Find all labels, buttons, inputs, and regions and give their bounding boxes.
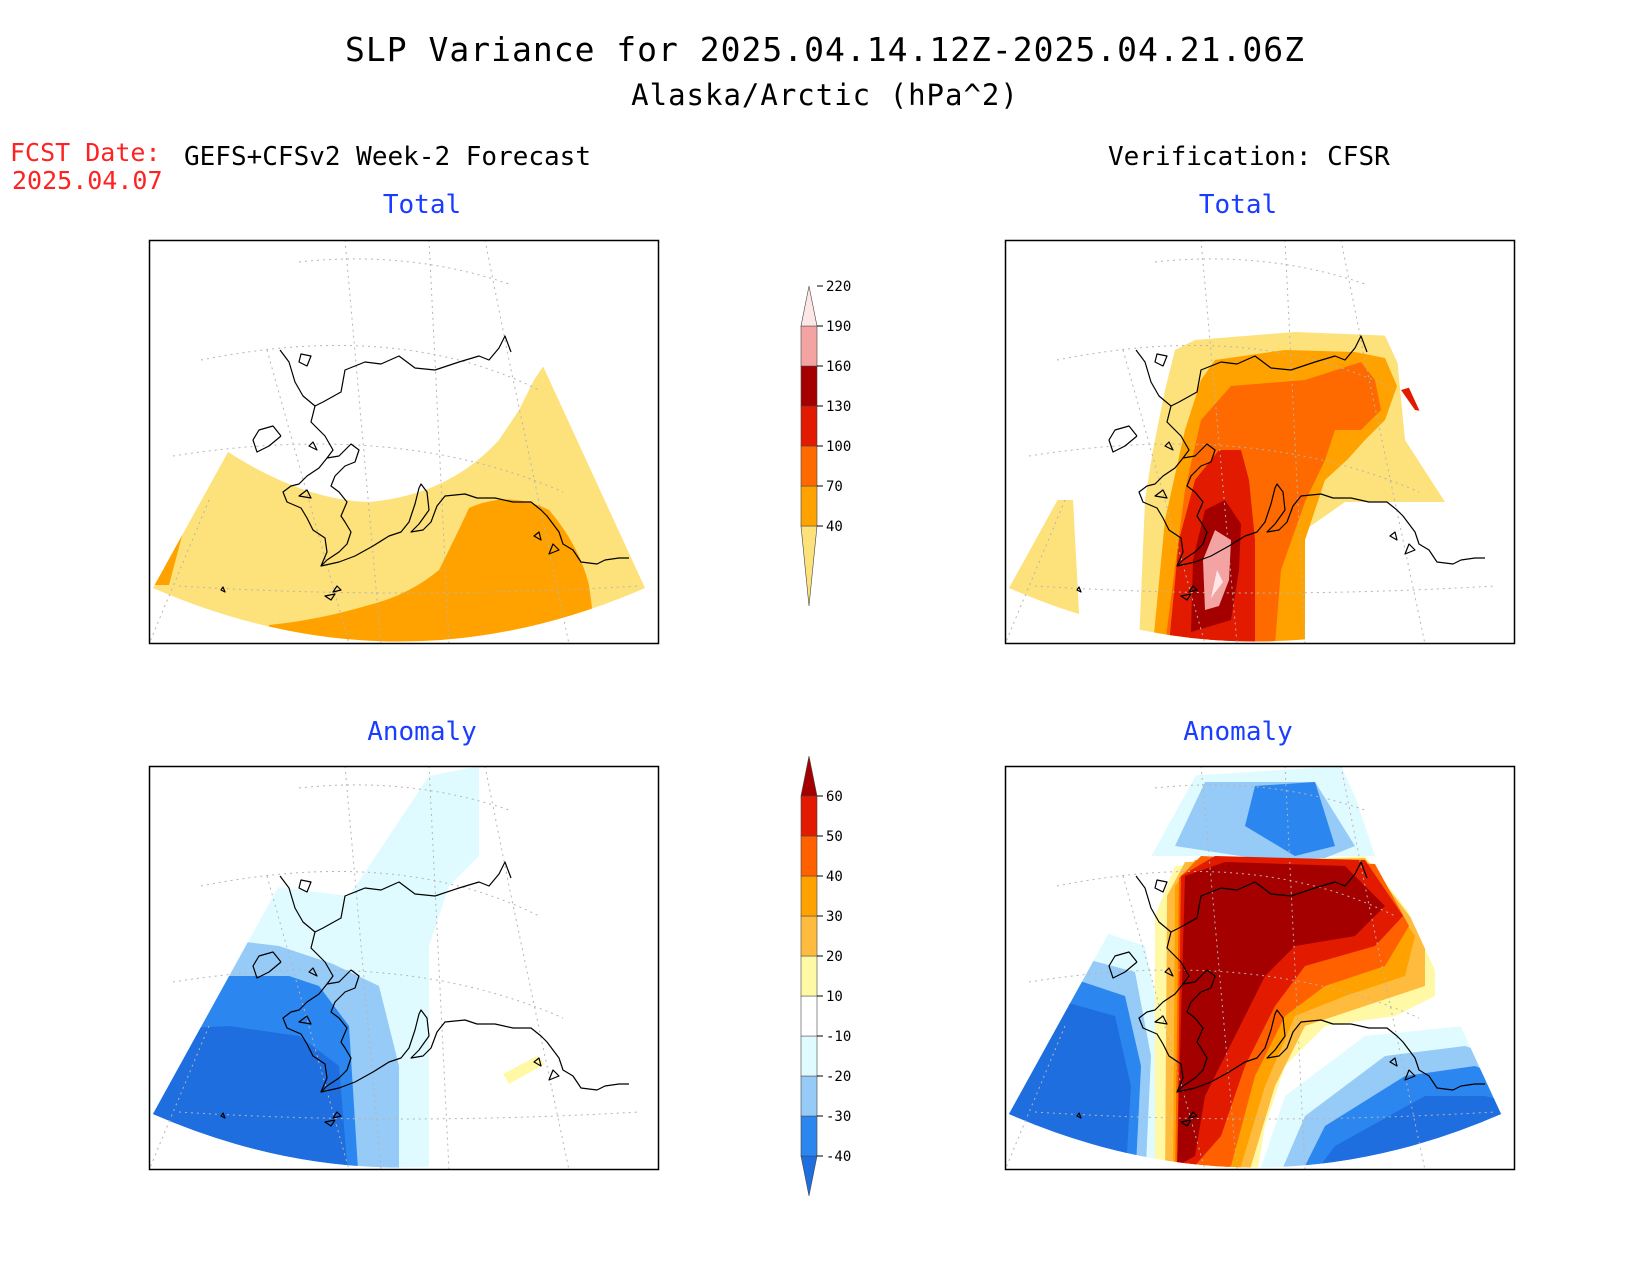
chart-title: SLP Variance for 2025.04.14.12Z-2025.04.… [345, 30, 1305, 69]
colorbar-anomaly: -40 -30 -20 -10 10 20 30 40 50 60 [800, 755, 851, 1197]
colorbar-anomaly-label: -10 [826, 1029, 851, 1045]
panel-title-fcst-total: Total [382, 190, 462, 220]
colorbar-anomaly-label: -40 [826, 1149, 851, 1165]
colorbar-total-swatch [800, 365, 818, 407]
map-frame [1004, 239, 1516, 645]
forecast-model-label: GEFS+CFSv2 Week-2 Forecast [184, 142, 591, 172]
panel-title-verif-total: Total [1198, 190, 1278, 220]
colorbar-anomaly-swatch [800, 1115, 818, 1157]
chart-subtitle: Alaska/Arctic (hPa^2) [631, 78, 1019, 112]
colorbar-total-swatch [800, 405, 818, 447]
colorbar-anomaly-label: -30 [826, 1109, 851, 1125]
colorbar-total: 40 70 100 130 160 190 220 [800, 279, 851, 607]
colorbar-anomaly-swatch [800, 875, 818, 917]
colorbar-anomaly-swatch [800, 835, 818, 877]
colorbar-anomaly-label: -20 [826, 1069, 851, 1085]
verification-label: Verification: CFSR [1108, 142, 1390, 172]
colorbar-total-label: 100 [826, 439, 851, 455]
colorbar-total-swatch [800, 325, 818, 367]
colorbar-anomaly-label: 10 [826, 989, 843, 1005]
map-panel-forecast-total [148, 239, 660, 645]
colorbar-anomaly-swatch [800, 1035, 818, 1077]
fcst-date-value: 2025.04.07 [12, 166, 163, 195]
colorbar-total-swatch [800, 285, 818, 327]
colorbar-total-label: 130 [826, 399, 851, 415]
colorbar-total-label: 70 [826, 479, 843, 495]
colorbar-anomaly-swatch [800, 755, 818, 797]
colorbar-total-label: 40 [826, 519, 843, 535]
colorbar-total-swatch [800, 485, 818, 527]
colorbar-anomaly-label: 20 [826, 949, 843, 965]
map-panel-verification-total [1004, 239, 1516, 645]
colorbar-total-label: 190 [826, 319, 851, 335]
colorbar-anomaly-swatch [800, 795, 818, 837]
colorbar-anomaly-label: 40 [826, 869, 843, 885]
colorbar-total-label: 160 [826, 359, 851, 375]
colorbar-anomaly-swatch [800, 1155, 818, 1197]
colorbar-anomaly-swatch [800, 995, 818, 1037]
colorbar-total-swatch [800, 445, 818, 487]
map-frame [1004, 765, 1516, 1171]
panel-title-fcst-anomaly: Anomaly [367, 717, 477, 747]
colorbar-anomaly-swatch [800, 1075, 818, 1117]
colorbar-total-swatch [800, 525, 818, 607]
colorbar-anomaly-swatch [800, 915, 818, 957]
map-frame [148, 239, 660, 645]
colorbar-anomaly-label: 60 [826, 789, 843, 805]
fcst-date-label: FCST Date: [10, 138, 161, 167]
colorbar-anomaly-label: 50 [826, 829, 843, 845]
colorbar-anomaly-swatch [800, 955, 818, 997]
colorbar-total-label: 220 [826, 279, 851, 295]
map-frame [148, 765, 660, 1171]
colorbar-anomaly-label: 30 [826, 909, 843, 925]
map-panel-forecast-anomaly [148, 765, 660, 1171]
map-panel-verification-anomaly [1004, 765, 1516, 1171]
panel-title-verif-anomaly: Anomaly [1183, 717, 1293, 747]
